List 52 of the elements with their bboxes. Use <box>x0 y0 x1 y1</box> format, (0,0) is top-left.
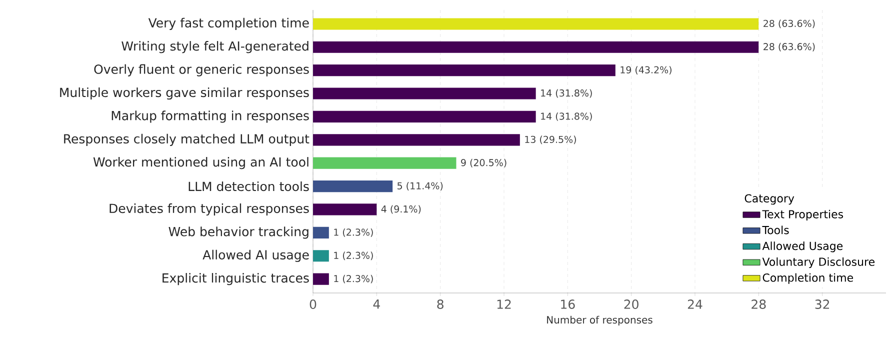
x-tick-label: 4 <box>373 300 380 309</box>
y-tick-label: Worker mentioned using an AI tool <box>93 157 308 170</box>
x-tick-label: 8 <box>437 300 444 309</box>
y-tick-label: Markup formatting in responses <box>112 110 309 123</box>
x-tick-label: 32 <box>815 300 830 309</box>
y-tick-label: Very fast completion time <box>148 18 309 30</box>
bar <box>313 226 329 238</box>
data-label: 28 (63.6%) <box>764 42 815 52</box>
data-label: 13 (29.5%) <box>525 136 576 144</box>
legend-label: Tools <box>762 226 789 234</box>
x-tick-label: 28 <box>752 300 766 309</box>
bar <box>313 204 377 216</box>
data-label: 1 (2.3%) <box>334 228 373 237</box>
y-tick-label: Multiple workers gave similar responses <box>60 87 309 100</box>
data-label: 9 (20.5%) <box>461 158 506 168</box>
y-tick-label: Responses closely matched LLM output <box>64 134 310 146</box>
data-label: 14 (31.8%) <box>541 112 592 121</box>
bar <box>313 88 536 100</box>
data-label: 19 (43.2%) <box>620 66 672 75</box>
x-axis-title: Number of responses <box>547 316 652 326</box>
legend-title: Category <box>744 194 794 205</box>
x-tick-label: 16 <box>561 300 575 309</box>
legend-label: Allowed Usage <box>762 242 843 252</box>
bar <box>313 18 759 30</box>
legend-label: Voluntary Disclosure <box>762 257 874 268</box>
bar <box>313 64 616 76</box>
y-tick-label: Explicit linguistic traces <box>162 273 309 286</box>
y-tick-label: Allowed AI usage <box>202 250 309 262</box>
y-tick-label: Deviates from typical responses <box>110 203 309 216</box>
data-label: 1 (2.3%) <box>334 274 373 284</box>
x-tick-label: 20 <box>624 300 638 309</box>
data-label: 14 (31.8%) <box>541 89 592 98</box>
bar <box>313 157 456 169</box>
data-label: 28 (63.6%) <box>764 20 815 28</box>
x-tick-label: 0 <box>310 300 316 309</box>
data-label: 5 (11.4%) <box>398 182 443 191</box>
data-label: 1 (2.3%) <box>334 252 373 260</box>
y-tick-label: Web behavior tracking <box>168 226 308 239</box>
bar <box>313 273 329 285</box>
bar <box>313 134 520 146</box>
y-tick-label: Overly fluent or generic responses <box>94 64 309 76</box>
y-tick-label: Writing style felt AI-generated <box>122 41 308 54</box>
bar <box>313 110 536 122</box>
data-label: 4 (9.1%) <box>381 205 421 214</box>
x-tick-label: 24 <box>688 300 702 309</box>
bar <box>313 180 393 192</box>
bar <box>313 250 329 262</box>
bar <box>313 41 759 53</box>
x-tick-label: 12 <box>497 300 511 309</box>
legend-label: Completion time <box>762 273 853 284</box>
legend-label: Text Properties <box>762 210 844 220</box>
y-tick-label: LLM detection tools <box>188 181 309 192</box>
